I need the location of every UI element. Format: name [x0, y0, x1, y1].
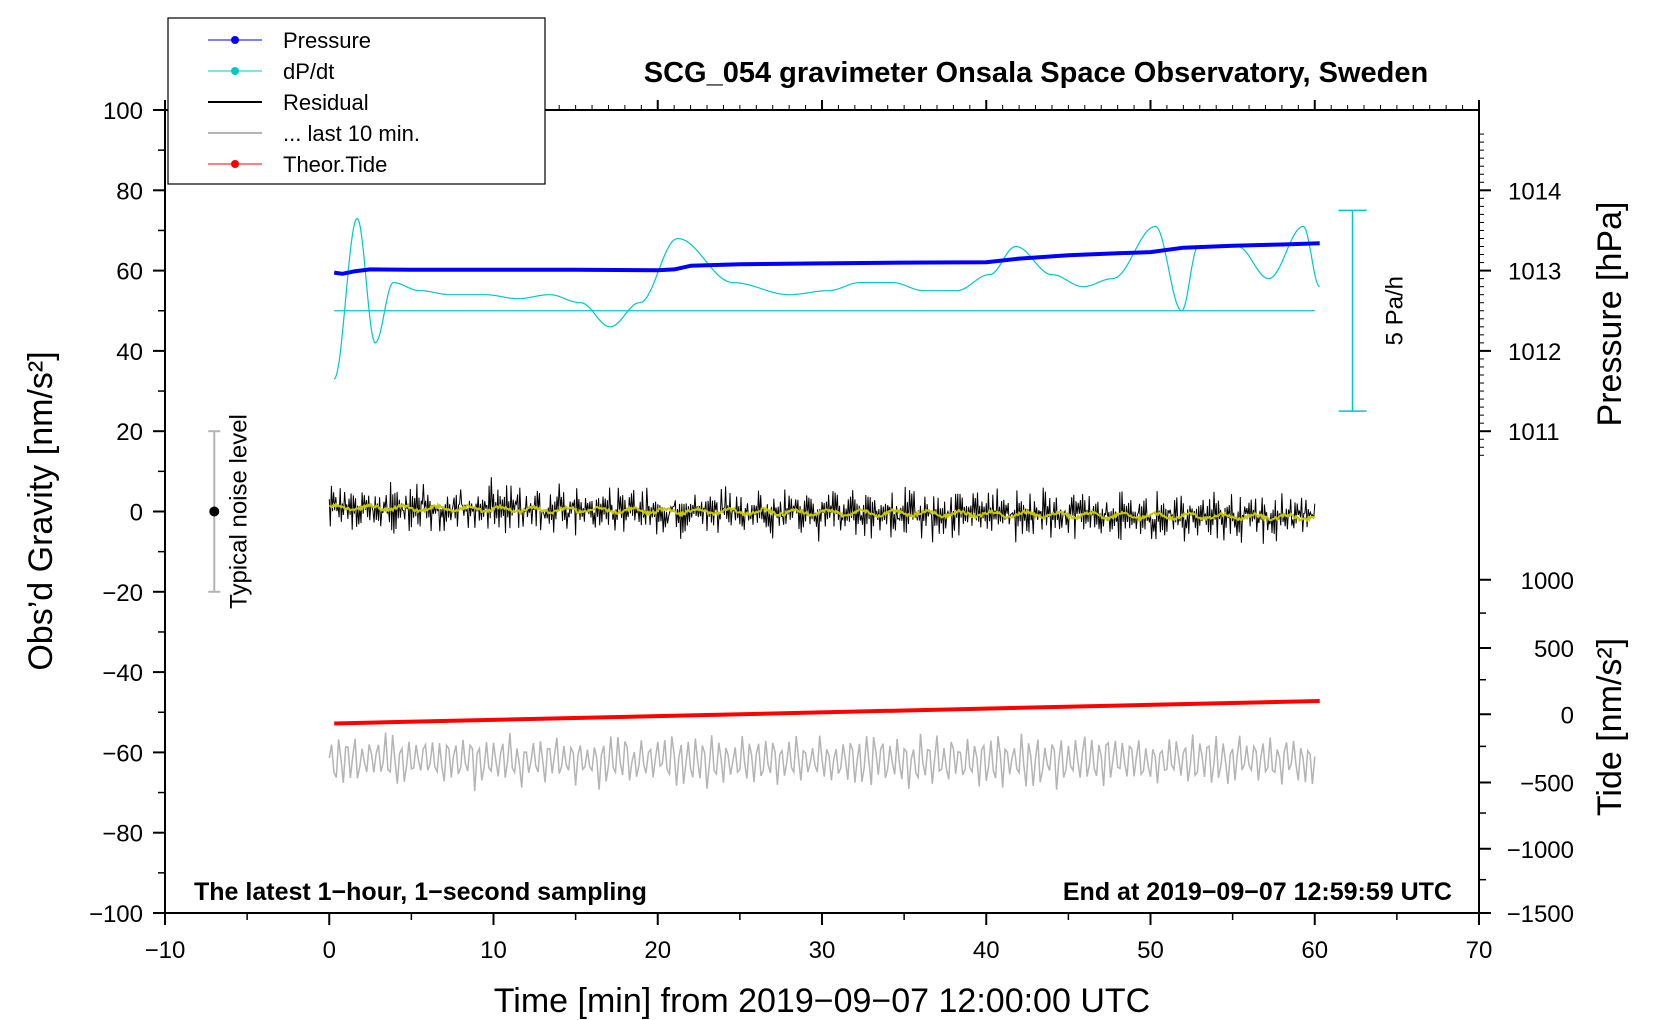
x-tick-label: 60 — [1301, 937, 1328, 964]
y-tick-label: −40 — [102, 660, 143, 687]
x-tick-label: −10 — [145, 937, 186, 964]
y-axis-title-pressure: Pressure [hPa] — [1591, 202, 1629, 427]
noise-bar-marker — [209, 506, 220, 517]
y-axis-title-left: Obs’d Gravity [nm/s²] — [22, 351, 60, 670]
legend-marker — [231, 67, 239, 75]
tide-tick-label: 1000 — [1521, 568, 1574, 595]
scale-bar-label: 5 Pa/h — [1382, 276, 1409, 345]
residual-mean-line — [329, 502, 1316, 523]
axes-layer: −10 0 10 20 30 40 50 60 70100806040200−20−40−60−… — [89, 98, 1574, 964]
pressure-tick-label: 1013 — [1508, 259, 1561, 286]
y-axis-title-tide: Tide [nm/s²] — [1591, 638, 1629, 816]
legend-label: ... last 10 min. — [283, 121, 420, 146]
pressure-tick-label: 1011 — [1508, 419, 1560, 446]
y-tick-label: 80 — [116, 178, 143, 205]
x-tick-label: 0 — [323, 937, 336, 964]
legend-label: dP/dt — [283, 59, 334, 84]
y-tick-label: −20 — [102, 580, 143, 607]
x-tick-label: 30 — [809, 937, 836, 964]
tide-tick-label: 500 — [1534, 636, 1574, 663]
x-tick-label: 10 — [480, 937, 507, 964]
chart-title: SCG_054 gravimeter Onsala Space Observat… — [644, 57, 1428, 89]
y-tick-label: −80 — [102, 821, 143, 848]
x-tick-label: 50 — [1137, 937, 1164, 964]
y-tick-label: −60 — [102, 740, 143, 767]
last-10-min-series-line — [328, 732, 1316, 791]
legend-marker — [231, 36, 239, 44]
legend-label: Residual — [283, 90, 369, 115]
y-tick-label: 40 — [116, 339, 143, 366]
pressure-tick-label: 1012 — [1508, 339, 1561, 366]
y-tick-label: −100 — [89, 901, 143, 928]
tide-tick-label: −1000 — [1507, 837, 1574, 864]
x-tick-label: 70 — [1466, 937, 1493, 964]
y-tick-label: 20 — [116, 419, 143, 446]
y-tick-label: 60 — [116, 259, 143, 286]
y-tick-label: 0 — [130, 500, 143, 527]
tide-tick-label: −500 — [1520, 771, 1574, 798]
y-tick-label: 100 — [103, 98, 143, 125]
annotation-end-time: End at 2019−09−07 12:59:59 UTC — [1063, 878, 1452, 906]
noise-bar-label: Typical noise level — [225, 414, 252, 609]
legend-label: Theor.Tide — [283, 152, 387, 177]
tide-tick-label: −1500 — [1507, 901, 1574, 928]
annotation-sampling: The latest 1−hour, 1−second sampling — [194, 878, 647, 906]
x-tick-label: 20 — [644, 937, 671, 964]
dpdt-series-line — [333, 217, 1320, 380]
legend-marker — [231, 160, 239, 168]
legend: Pressure dP/dt Residual ... last 10 min. The… — [167, 17, 546, 185]
series-layer: Typical noise level 5 Pa/h — [208, 209, 1409, 791]
tide-tick-label: 0 — [1561, 702, 1574, 729]
pressure-tick-label: 1014 — [1508, 178, 1561, 205]
pressure-series-line — [333, 241, 1320, 276]
tide-series-line — [334, 699, 1320, 726]
x-axis-title: Time [min] from 2019−09−07 12:00:00 UTC — [494, 982, 1150, 1020]
legend-label: Pressure — [283, 28, 371, 53]
x-tick-label: 40 — [973, 937, 1000, 964]
